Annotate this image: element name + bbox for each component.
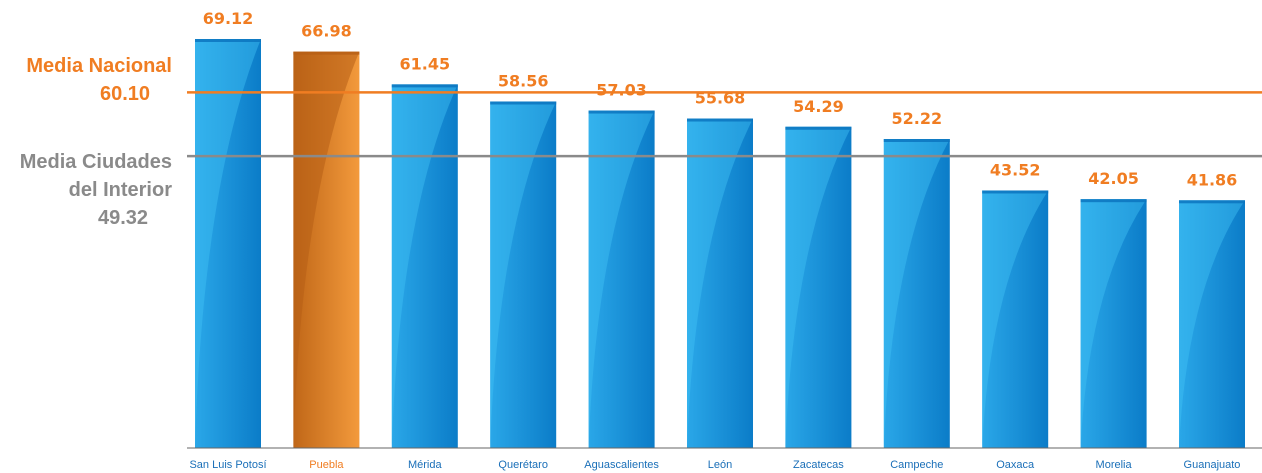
bar-11	[1179, 200, 1245, 448]
category-label: Puebla	[309, 459, 344, 471]
reference-line-value: 60.10	[100, 83, 150, 105]
category-label: Guanajuato	[1184, 459, 1241, 471]
category-label: Oaxaca	[996, 459, 1035, 471]
value-label: 43.52	[990, 160, 1041, 179]
bar-10	[1080, 199, 1147, 448]
reference-line-value: 49.32	[98, 207, 148, 229]
reference-line-name: Media Ciudades	[20, 151, 172, 173]
bar-2	[293, 51, 360, 449]
bar-4	[490, 101, 557, 448]
value-label: 57.03	[596, 81, 647, 100]
category-label: Querétaro	[498, 459, 548, 471]
value-label: 41.86	[1187, 170, 1238, 189]
category-label: Mérida	[408, 459, 443, 471]
bar-8	[883, 139, 950, 448]
value-label: 42.05	[1088, 169, 1139, 188]
bar-6	[687, 118, 753, 449]
value-label: 61.45	[399, 54, 450, 73]
category-label: Campeche	[890, 459, 943, 471]
value-label: 69.12	[203, 9, 254, 28]
bar-3	[391, 84, 458, 449]
bar-7	[785, 126, 852, 448]
category-label: San Luis Potosí	[189, 459, 266, 471]
bar-1	[195, 39, 261, 448]
category-label: León	[708, 459, 732, 471]
value-label: 55.68	[695, 89, 746, 108]
category-label: Zacatecas	[793, 459, 844, 471]
reference-line-name: del Interior	[69, 179, 173, 201]
value-label: 58.56	[498, 71, 549, 90]
value-label: 66.98	[301, 22, 352, 41]
value-label: 52.22	[891, 109, 942, 128]
reference-line-name: Media Nacional	[26, 55, 172, 77]
category-label: Morelia	[1096, 459, 1133, 471]
value-label: 54.29	[793, 97, 844, 116]
bar-9	[982, 190, 1049, 448]
category-label: Aguascalientes	[584, 459, 659, 471]
bar-5	[588, 110, 655, 449]
